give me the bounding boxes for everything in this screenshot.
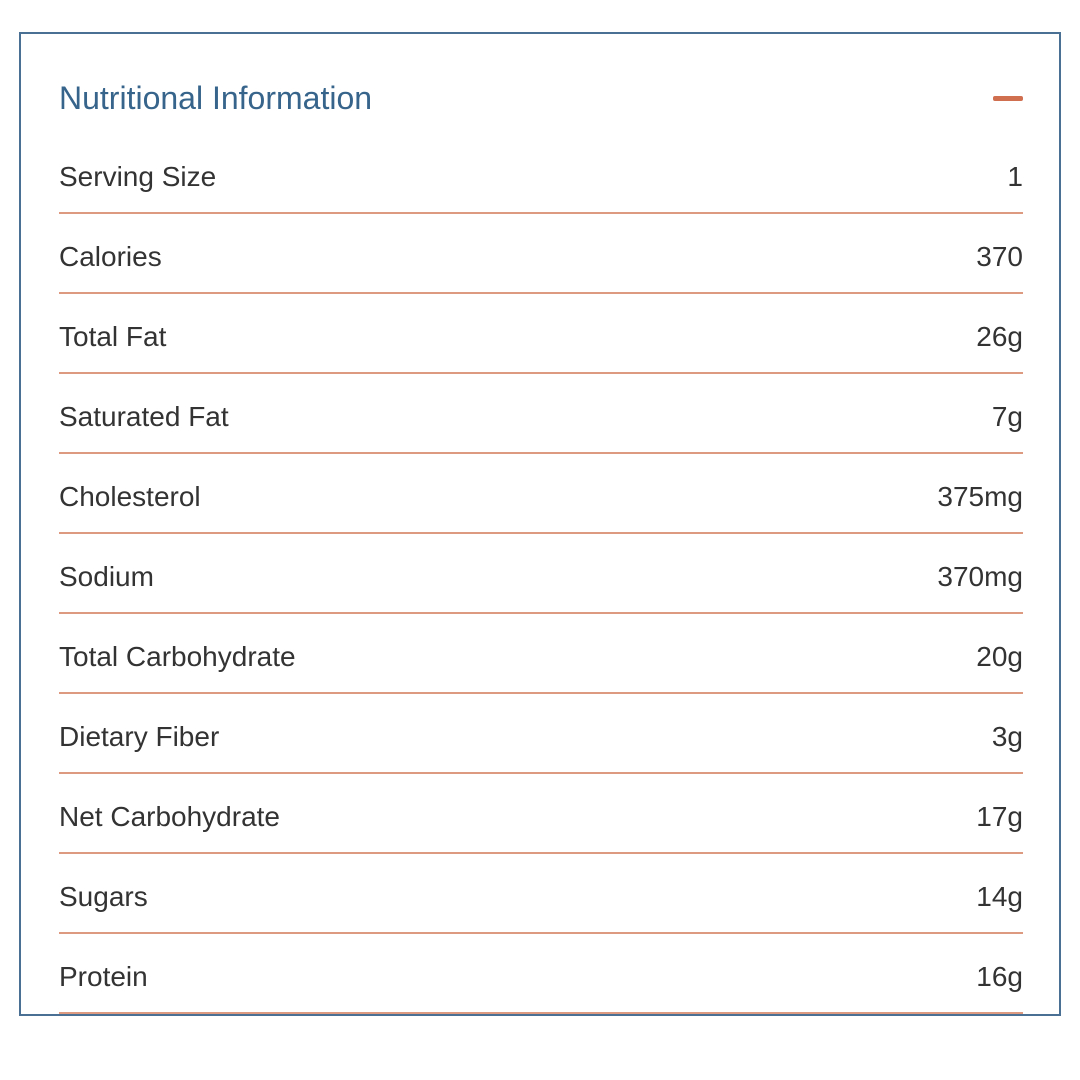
row-value: 26g <box>976 321 1023 352</box>
row-label: Calories <box>59 241 162 272</box>
nutrition-rows: Serving Size 1 Calories 370 Total Fat 26… <box>59 134 1023 1014</box>
table-row: Saturated Fat 7g <box>59 374 1023 454</box>
table-row: Cholesterol 375mg <box>59 454 1023 534</box>
row-value: 17g <box>976 801 1023 832</box>
panel-title: Nutritional Information <box>59 80 373 116</box>
row-value: 7g <box>991 401 1023 432</box>
row-value: 370mg <box>937 561 1023 592</box>
table-row: Sodium 370mg <box>59 534 1023 614</box>
row-value: 1 <box>1007 161 1023 192</box>
table-row: Protein 16g <box>59 934 1023 1014</box>
row-label: Total Fat <box>59 321 167 352</box>
row-label: Net Carbohydrate <box>59 801 281 832</box>
nutrition-panel: Nutritional Information Serving Size 1 C… <box>19 32 1061 1016</box>
row-label: Saturated Fat <box>59 401 229 432</box>
panel-header: Nutritional Information <box>59 34 1023 118</box>
table-row: Dietary Fiber 3g <box>59 694 1023 774</box>
table-row: Serving Size 1 <box>59 134 1023 214</box>
row-value: 3g <box>991 721 1023 752</box>
row-label: Protein <box>59 961 148 992</box>
row-label: Serving Size <box>59 161 217 192</box>
row-value: 14g <box>976 881 1023 912</box>
row-label: Sugars <box>59 881 148 912</box>
row-value: 375mg <box>937 481 1023 512</box>
table-row: Total Carbohydrate 20g <box>59 614 1023 694</box>
table-row: Net Carbohydrate 17g <box>59 774 1023 854</box>
row-label: Total Carbohydrate <box>59 641 296 672</box>
row-label: Dietary Fiber <box>59 721 220 752</box>
table-row: Calories 370 <box>59 214 1023 294</box>
row-label: Sodium <box>59 561 154 592</box>
minus-icon <box>993 95 1023 101</box>
table-row: Sugars 14g <box>59 854 1023 934</box>
row-value: 20g <box>976 641 1023 672</box>
row-value: 370 <box>976 241 1023 272</box>
table-row: Total Fat 26g <box>59 294 1023 374</box>
collapse-button[interactable] <box>993 86 1023 111</box>
row-value: 16g <box>976 961 1023 992</box>
row-label: Cholesterol <box>59 481 201 512</box>
